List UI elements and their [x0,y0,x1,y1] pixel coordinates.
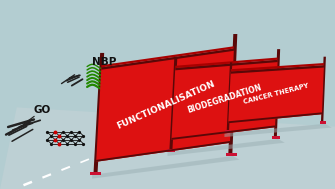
Polygon shape [231,65,324,74]
Text: CANCER THERAPY: CANCER THERAPY [243,82,310,105]
Polygon shape [231,63,324,71]
Polygon shape [93,53,104,174]
Polygon shape [96,141,230,162]
Polygon shape [224,124,332,137]
Bar [272,136,280,139]
Polygon shape [92,156,240,179]
Text: BIODEGRADATION: BIODEGRADATION [187,83,263,115]
Polygon shape [228,112,322,123]
Bar [225,130,231,133]
Polygon shape [172,125,275,140]
Polygon shape [227,62,232,132]
Polygon shape [172,60,278,140]
Polygon shape [175,57,278,68]
Bar [90,172,101,175]
Polygon shape [168,139,285,156]
Text: FUNCTIONALISATION: FUNCTIONALISATION [115,79,216,131]
Polygon shape [175,60,278,70]
Polygon shape [0,107,335,189]
Bar [167,149,175,152]
Polygon shape [102,46,234,67]
Polygon shape [96,49,234,162]
Polygon shape [228,34,237,155]
Polygon shape [170,57,178,151]
Bar [226,153,237,156]
Polygon shape [321,57,326,123]
Polygon shape [228,65,324,123]
Polygon shape [102,49,234,70]
Text: NBP: NBP [92,57,116,67]
Text: GO: GO [33,105,51,115]
Polygon shape [274,49,280,138]
Bar [320,121,326,124]
